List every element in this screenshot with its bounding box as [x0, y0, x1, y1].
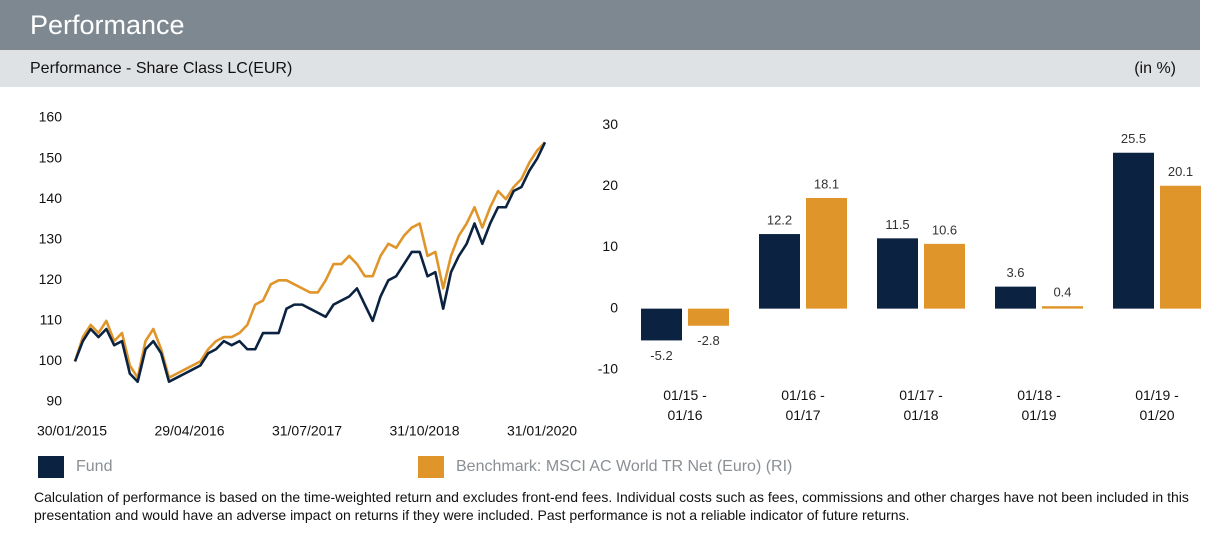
bar [877, 238, 918, 309]
subheader: Performance - Share Class LC(EUR) (in %) [0, 50, 1200, 87]
line-series [73, 141, 546, 379]
x-tick-label: 01/15 - 01/16 [663, 387, 707, 423]
x-tick-label: 01/19 - 01/20 [1135, 387, 1179, 423]
y-tick-label: -10 [598, 360, 618, 376]
bar [759, 234, 800, 309]
x-tick-label: 30/01/2015 [37, 423, 107, 439]
x-tick-label: 31/01/2020 [507, 423, 577, 439]
y-tick-label: 10 [602, 238, 618, 254]
x-tick-label: 31/10/2018 [389, 423, 459, 439]
x-tick-label: 29/04/2016 [154, 423, 224, 439]
y-tick-label: 140 [39, 190, 63, 206]
value-label: 25.5 [1121, 131, 1146, 146]
legend-item: Fund [38, 456, 112, 478]
y-tick-label: 130 [39, 230, 63, 246]
x-tick-label: 01/16 - 01/17 [781, 387, 825, 423]
y-tick-label: 160 [39, 109, 63, 125]
unit: (in %) [1134, 60, 1176, 77]
bar [641, 308, 682, 341]
line-series [73, 141, 547, 384]
y-tick-label: 110 [40, 312, 63, 328]
y-tick-label: 90 [46, 393, 62, 409]
y-tick-label: 0 [610, 299, 618, 315]
value-label: 0.4 [1053, 285, 1071, 300]
bar [1042, 306, 1083, 309]
bar [995, 286, 1036, 309]
value-label: 12.2 [767, 212, 792, 227]
value-label: -2.8 [697, 333, 719, 348]
value-label: 10.6 [932, 222, 957, 237]
section-title: Performance [0, 0, 1200, 50]
legend-swatch [418, 456, 444, 478]
bar [806, 197, 847, 309]
legend-swatch [38, 456, 64, 478]
value-label: -5.2 [650, 348, 672, 363]
y-tick-label: 20 [602, 177, 618, 193]
value-label: 11.5 [885, 217, 909, 232]
y-tick-label: 30 [602, 116, 618, 132]
subtitle: Performance - Share Class LC(EUR) [30, 60, 293, 77]
value-label: 3.6 [1006, 265, 1024, 280]
bar [1160, 185, 1201, 309]
bar [1113, 152, 1154, 309]
y-tick-label: 120 [39, 271, 63, 287]
x-tick-label: 01/17 - 01/18 [899, 387, 943, 423]
legend-label: Benchmark: MSCI AC World TR Net (Euro) (… [456, 458, 793, 475]
value-label: 18.1 [814, 176, 839, 191]
y-tick-label: 100 [39, 352, 63, 368]
legend-item: Benchmark: MSCI AC World TR Net (Euro) (… [418, 456, 792, 478]
y-tick-label: 150 [39, 149, 63, 165]
value-label: 20.1 [1168, 164, 1193, 179]
bar [924, 243, 965, 309]
x-tick-label: 31/07/2017 [272, 423, 342, 439]
x-tick-label: 01/18 - 01/19 [1017, 387, 1061, 423]
footnote: Calculation of performance is based on t… [34, 489, 1189, 523]
legend-label: Fund [76, 458, 113, 475]
bar [688, 308, 729, 326]
